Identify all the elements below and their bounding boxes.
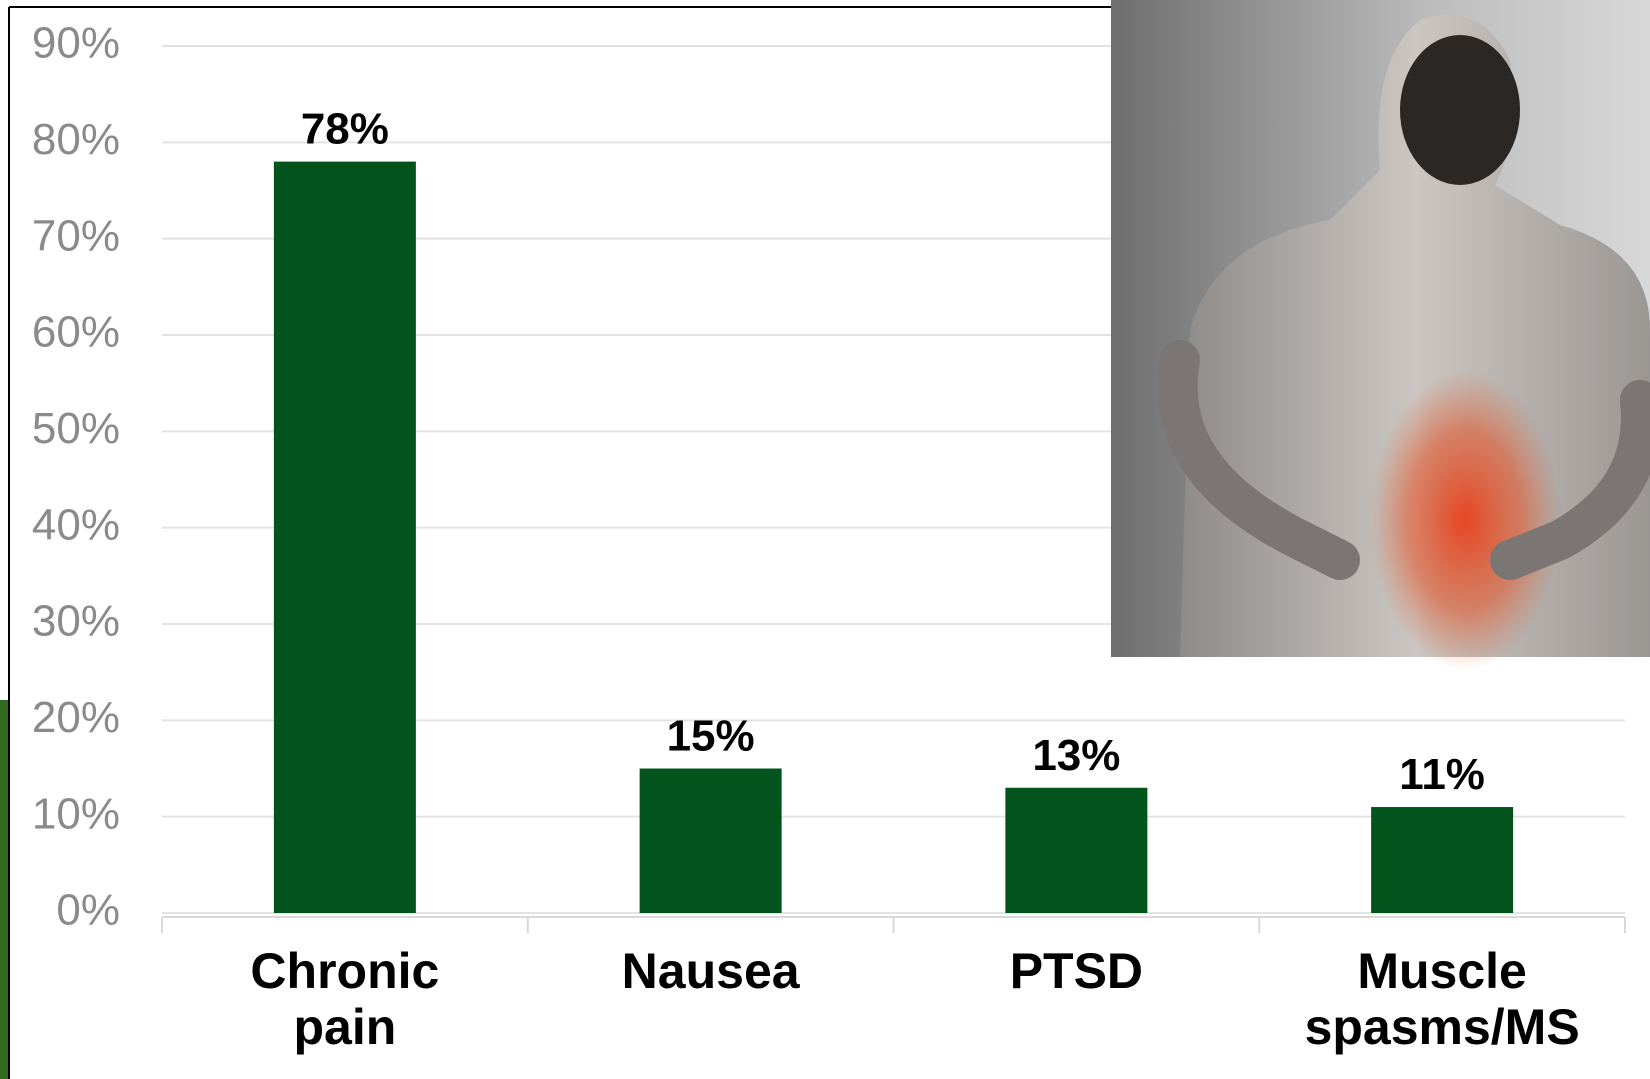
bar — [1005, 787, 1148, 913]
plot-area: 0% 10% 20% 30% 40% 50% 60% 70% 80% 90% 78% 15% 13% 11… — [32, 19, 1626, 935]
x-tick-label: Nausea — [621, 943, 800, 999]
y-tick-label: 80% — [32, 115, 120, 164]
data-label: 78% — [301, 105, 389, 154]
data-label: 15% — [667, 712, 755, 761]
photo — [1111, 0, 1650, 670]
y-tick-label: 60% — [32, 308, 120, 357]
bar — [639, 768, 782, 913]
bar — [1371, 807, 1514, 913]
data-label: 13% — [1032, 731, 1120, 780]
y-tick-label: 10% — [32, 789, 120, 838]
y-tick-label: 40% — [32, 500, 120, 549]
x-tick-label: PTSD — [1009, 943, 1144, 999]
y-tick-label: 20% — [32, 693, 120, 742]
y-tick-label: 90% — [32, 19, 120, 68]
x-tick-label: Muscle spasms/MS — [1304, 943, 1580, 1055]
x-tick-label: Chronic pain — [250, 943, 440, 1055]
data-label: 11% — [1399, 750, 1485, 799]
y-tick-label: 50% — [32, 404, 120, 453]
y-tick-label: 0% — [56, 886, 120, 935]
bar — [273, 161, 416, 914]
y-tick-label: 70% — [32, 211, 120, 260]
side-strip — [0, 700, 10, 1079]
y-tick-label: 30% — [32, 597, 120, 646]
